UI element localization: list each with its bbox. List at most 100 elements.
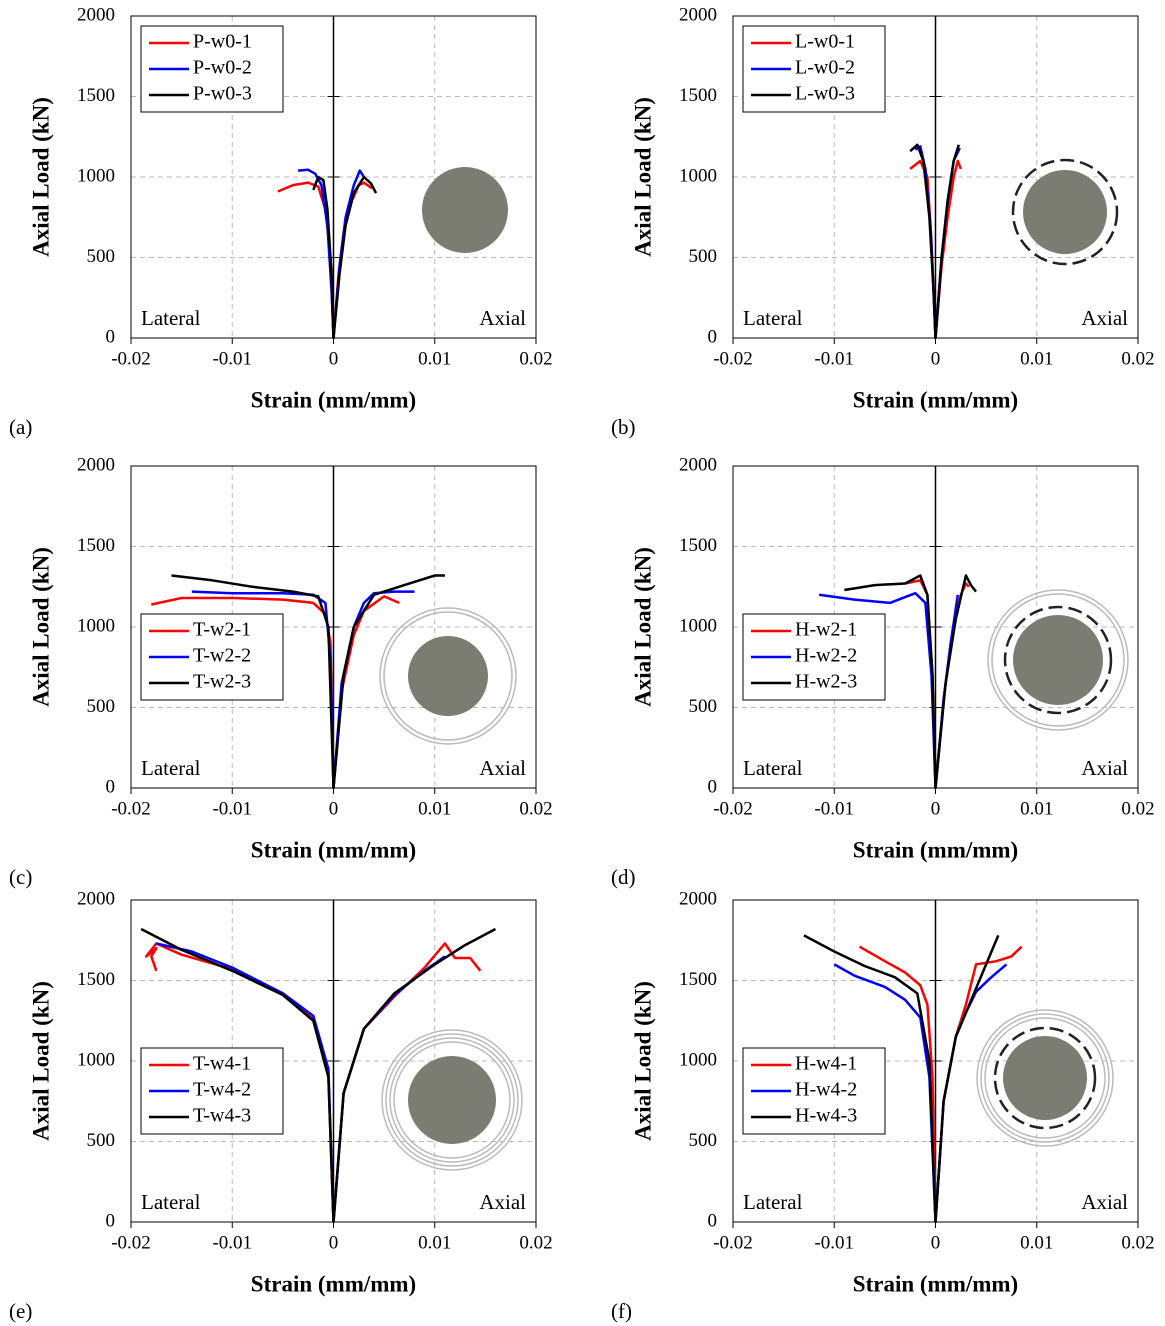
y-tick-label: 2000	[679, 4, 717, 25]
x-tick-label: 0.01	[418, 348, 451, 369]
concrete-core	[1023, 170, 1107, 254]
wrap-ring	[991, 593, 1125, 727]
concrete-core	[408, 1056, 496, 1144]
series-line	[312, 175, 378, 340]
x-tick-label: -0.02	[713, 1232, 753, 1253]
legend-label: H-w2-1	[795, 619, 857, 641]
y-tick-label: 1500	[679, 535, 717, 556]
panel: 0 500 1000 1500 2000 -0.02 -0.01 0 0.01 0.02 H-w2-…	[611, 454, 1155, 888]
legend-label: H-w2-3	[795, 671, 857, 693]
y-tick-label: 0	[708, 326, 718, 347]
panel: 0 500 1000 1500 2000 -0.02 -0.01 0 0.01 0.02 L-w0-…	[611, 4, 1155, 438]
wrap-ring	[385, 1033, 519, 1167]
x-tick-label: 0.01	[1020, 348, 1053, 369]
x-axis-title: Strain (mm/mm)	[853, 1271, 1018, 1296]
x-tick-label: 0	[931, 1232, 941, 1253]
series-line	[904, 579, 970, 790]
x-tick-label: -0.01	[814, 348, 854, 369]
wrap-ring	[393, 1041, 511, 1159]
panel-label: (d)	[611, 865, 636, 889]
x-axis-title: Strain (mm/mm)	[251, 837, 416, 862]
y-tick-label: 2000	[77, 454, 115, 475]
y-axis-title: Axial Load (kN)	[28, 97, 53, 257]
y-tick-label: 500	[87, 696, 116, 717]
legend-label: L-w0-1	[795, 31, 855, 53]
annotation: Lateral	[743, 306, 803, 330]
legend-label: T-w2-1	[193, 619, 251, 641]
x-tick-label: -0.02	[111, 1232, 151, 1253]
annotation: Lateral	[743, 756, 803, 780]
annotation: Axial	[1081, 1190, 1128, 1214]
x-tick-label: 0	[931, 348, 941, 369]
legend-label: L-w0-2	[795, 57, 855, 79]
y-tick-label: 1500	[679, 969, 717, 990]
legend-label: T-w4-1	[193, 1053, 251, 1075]
series-line	[171, 574, 445, 790]
y-axis-title: Axial Load (kN)	[28, 981, 53, 1141]
x-tick-label: 0.02	[1121, 348, 1154, 369]
annotation: Lateral	[141, 1190, 201, 1214]
x-tick-label: 0	[931, 798, 941, 819]
panel-label: (e)	[9, 1299, 32, 1323]
wrap-ring	[383, 611, 513, 741]
legend-label: T-w2-2	[193, 645, 251, 667]
y-axis-title: Axial Load (kN)	[28, 547, 53, 707]
y-axis-title: Axial Load (kN)	[630, 97, 655, 257]
y-tick-label: 1000	[77, 615, 115, 636]
wrap-ring	[389, 1037, 515, 1163]
y-tick-label: 2000	[679, 888, 717, 909]
x-tick-label: -0.01	[814, 1232, 854, 1253]
panel: 0 500 1000 1500 2000 -0.02 -0.01 0 0.01 0.02 P-w0-…	[9, 4, 553, 438]
y-tick-label: 1500	[77, 535, 115, 556]
x-axis-title: Strain (mm/mm)	[251, 1271, 416, 1296]
tube-ring	[1003, 605, 1113, 715]
y-tick-label: 2000	[679, 454, 717, 475]
x-tick-label: 0.02	[1121, 798, 1154, 819]
annotation: Axial	[479, 756, 526, 780]
y-tick-label: 1000	[77, 165, 115, 186]
panel-label: (b)	[611, 415, 636, 439]
x-tick-label: -0.01	[814, 798, 854, 819]
y-axis-title: Axial Load (kN)	[630, 981, 655, 1141]
y-tick-label: 0	[708, 1210, 718, 1231]
legend-label: H-w4-3	[795, 1105, 857, 1127]
annotation: Axial	[1081, 306, 1128, 330]
x-tick-label: 0	[329, 1232, 339, 1253]
wrap-ring	[381, 1029, 523, 1171]
y-tick-label: 0	[106, 326, 116, 347]
y-tick-label: 0	[708, 776, 718, 797]
concrete-core	[1013, 615, 1103, 705]
y-tick-label: 2000	[77, 888, 115, 909]
wrap-ring	[980, 1013, 1110, 1143]
x-tick-label: -0.01	[212, 798, 252, 819]
y-tick-label: 1000	[679, 615, 717, 636]
x-tick-label: 0.01	[418, 1232, 451, 1253]
x-axis-title: Strain (mm/mm)	[853, 387, 1018, 412]
series-line	[140, 927, 497, 1224]
y-tick-label: 2000	[77, 4, 115, 25]
x-tick-label: -0.01	[212, 348, 252, 369]
series-line	[803, 934, 1000, 1224]
legend-box	[742, 1047, 886, 1135]
x-tick-label: -0.02	[111, 798, 151, 819]
wrap-ring	[984, 1017, 1106, 1139]
y-axis-title: Axial Load (kN)	[630, 547, 655, 707]
concrete-core	[422, 167, 508, 253]
panel-label: (c)	[9, 865, 32, 889]
annotation: Axial	[1081, 756, 1128, 780]
legend-label: L-w0-3	[795, 83, 855, 105]
x-tick-label: -0.01	[212, 1232, 252, 1253]
panel-label: (a)	[9, 415, 32, 439]
wrap-ring	[987, 589, 1129, 731]
legend-label: P-w0-2	[193, 57, 252, 79]
x-tick-label: 0.01	[418, 798, 451, 819]
wrap-ring	[379, 607, 517, 745]
legend-label: T-w2-3	[193, 671, 251, 693]
concrete-core	[408, 636, 488, 716]
x-axis-title: Strain (mm/mm)	[853, 837, 1018, 862]
legend-label: P-w0-3	[193, 83, 252, 105]
legend-label: T-w4-2	[193, 1079, 251, 1101]
y-tick-label: 0	[106, 776, 116, 797]
x-tick-label: 0	[329, 348, 339, 369]
annotation: Lateral	[743, 1190, 803, 1214]
